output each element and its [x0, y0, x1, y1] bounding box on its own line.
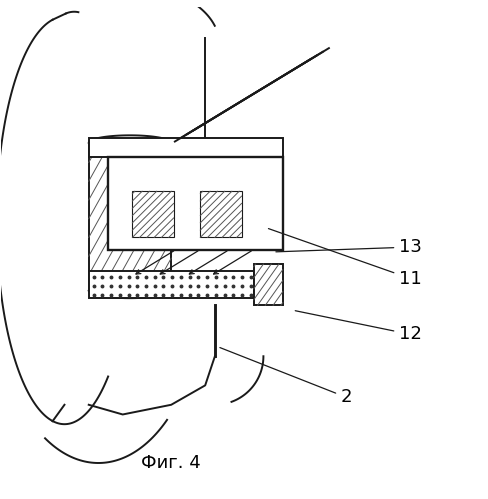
Bar [201, 191, 242, 238]
Bar [108, 157, 283, 250]
Text: 12: 12 [295, 311, 422, 343]
Bar [132, 191, 174, 238]
Text: 2: 2 [220, 348, 352, 407]
Bar [254, 264, 283, 305]
Bar [89, 138, 283, 157]
Text: 13: 13 [276, 238, 422, 256]
Bar [89, 271, 254, 298]
Text: Фиг. 4: Фиг. 4 [142, 454, 201, 472]
Text: 11: 11 [268, 229, 422, 287]
